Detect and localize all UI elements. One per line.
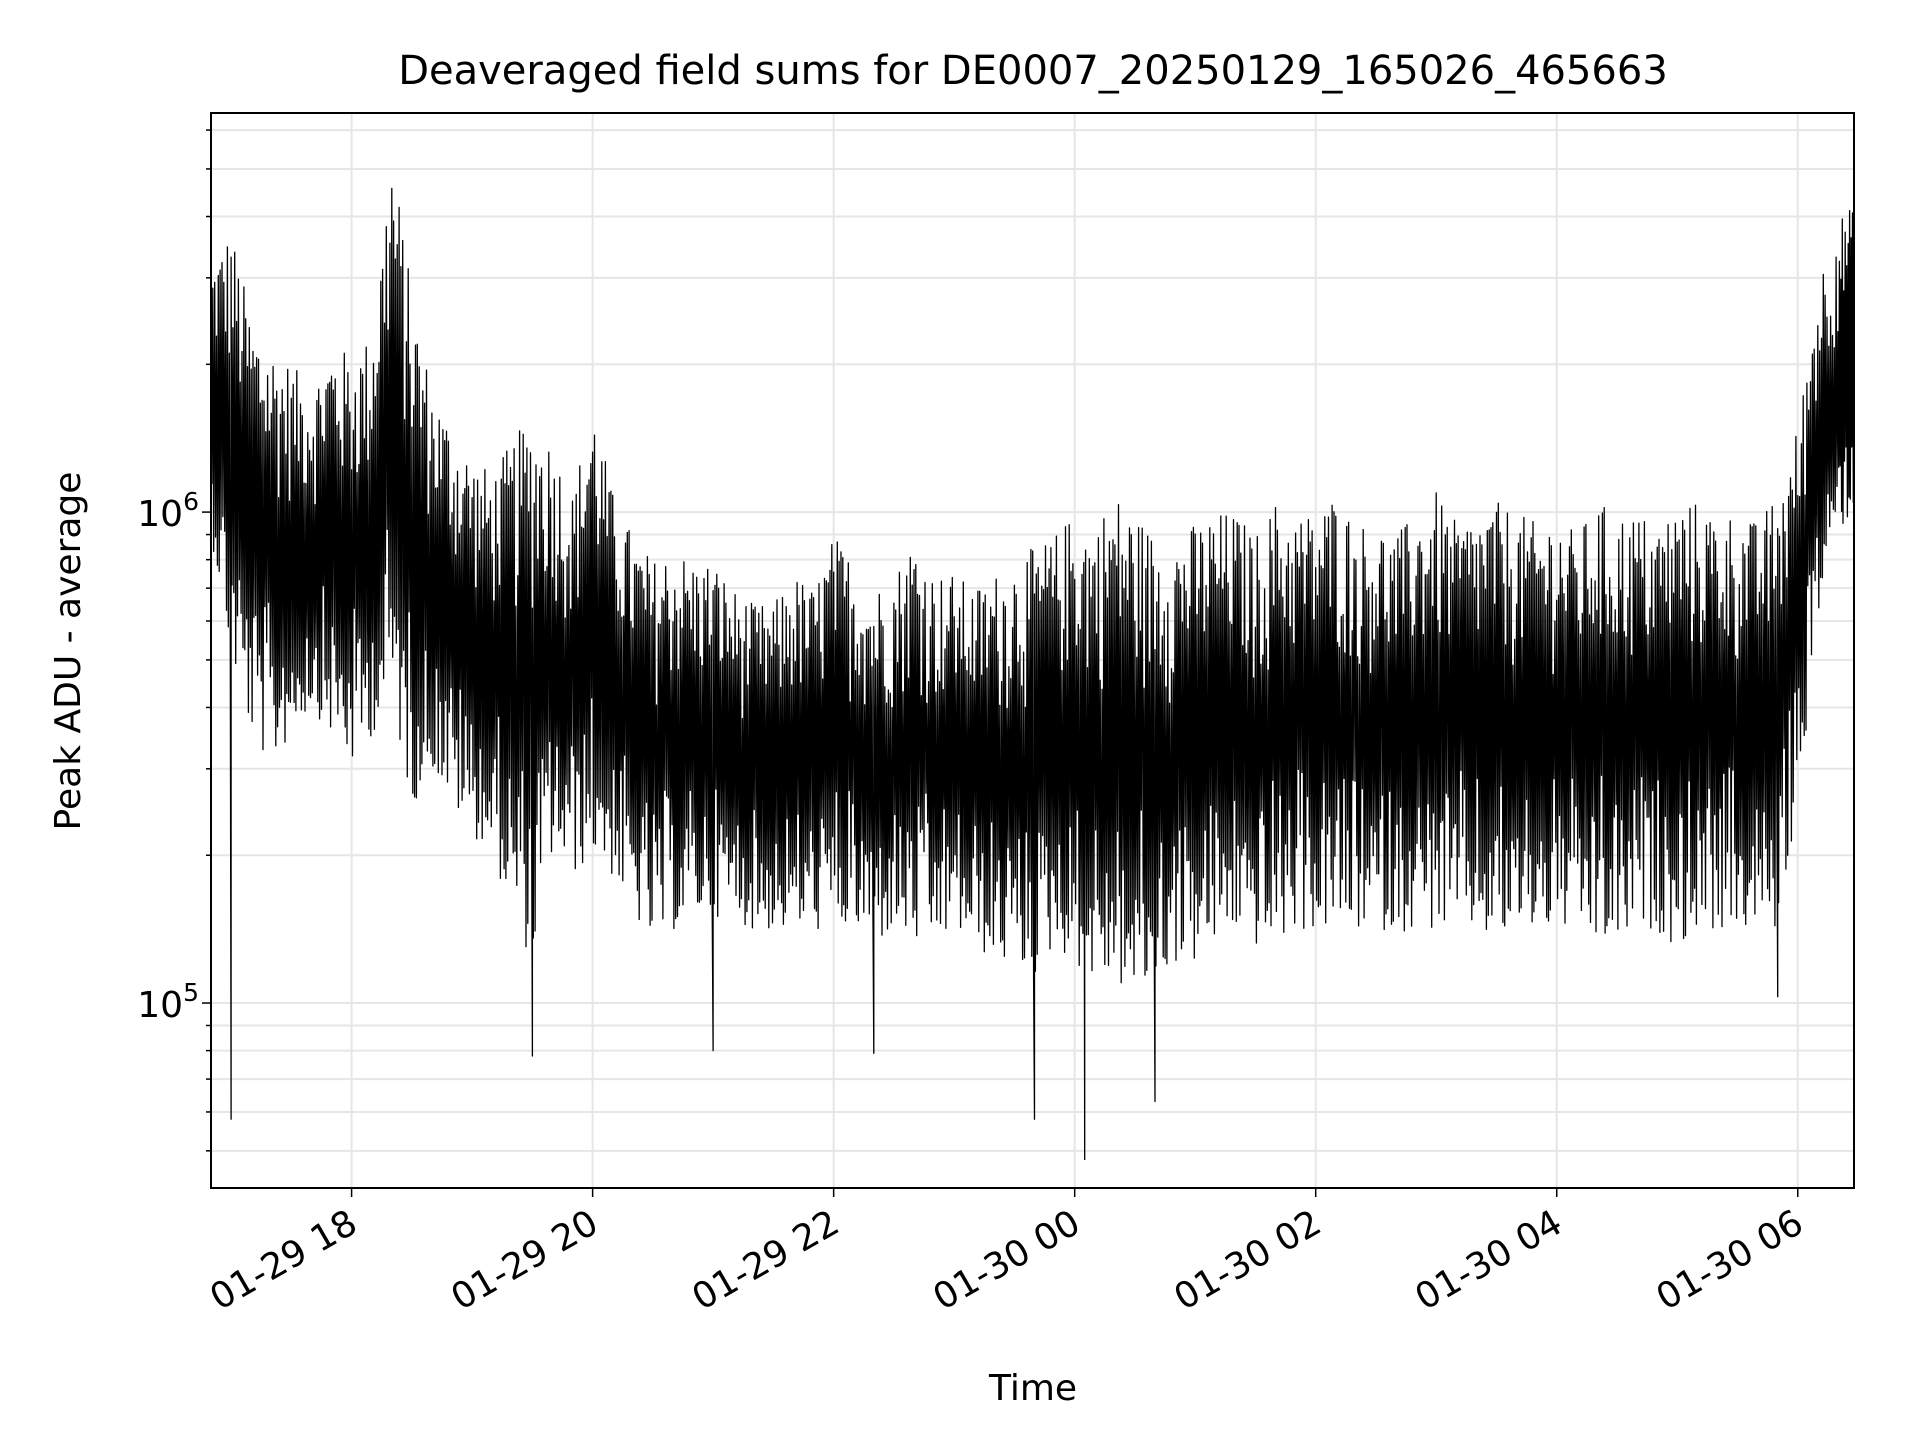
chart-title: Deaveraged field sums for DE0007_2025012…: [398, 48, 1668, 94]
y-tick-label-exponent: 6: [183, 487, 199, 516]
y-tick-label: 106: [137, 487, 199, 535]
y-tick-label: 105: [137, 978, 199, 1026]
y-axis-label: Peak ADU - average: [48, 472, 89, 831]
y-tick-label-base: 10: [137, 985, 183, 1026]
series-layer: [210, 187, 1855, 1161]
series-line: [210, 187, 1855, 1161]
y-tick-label-base: 10: [137, 494, 183, 535]
plot-area-frame: [210, 112, 1855, 1189]
y-tick-label-exponent: 5: [183, 978, 199, 1007]
x-axis-label: Time: [988, 1368, 1077, 1409]
